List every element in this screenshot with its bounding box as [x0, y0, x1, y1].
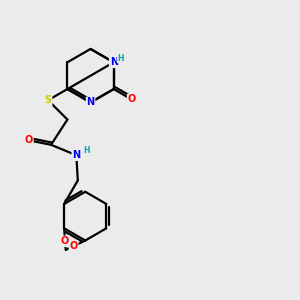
- Text: O: O: [69, 241, 78, 251]
- Text: O: O: [25, 135, 33, 145]
- Text: N: N: [72, 150, 80, 160]
- Text: N: N: [86, 98, 94, 107]
- Text: N: N: [110, 57, 118, 67]
- Text: O: O: [128, 94, 136, 104]
- Text: H: H: [118, 54, 124, 63]
- Text: O: O: [61, 236, 69, 246]
- Text: S: S: [44, 95, 52, 105]
- Text: H: H: [83, 146, 90, 155]
